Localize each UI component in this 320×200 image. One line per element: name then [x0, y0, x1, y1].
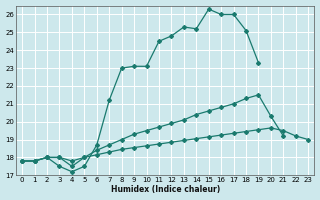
X-axis label: Humidex (Indice chaleur): Humidex (Indice chaleur): [111, 185, 220, 194]
